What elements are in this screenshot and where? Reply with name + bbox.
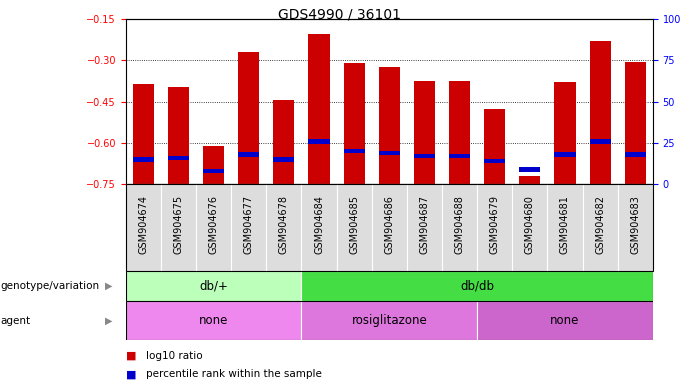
Text: GSM904675: GSM904675 <box>173 195 184 254</box>
Bar <box>126 184 161 271</box>
Bar <box>273 157 294 162</box>
Text: rosiglitazone: rosiglitazone <box>352 314 427 327</box>
Bar <box>309 34 330 184</box>
Text: GSM904674: GSM904674 <box>138 195 148 254</box>
Bar <box>617 184 653 271</box>
Bar <box>133 84 154 184</box>
Bar <box>449 81 470 184</box>
Bar <box>372 184 407 271</box>
Text: ■: ■ <box>126 351 136 361</box>
Bar <box>414 81 435 184</box>
Text: GSM904686: GSM904686 <box>384 195 394 253</box>
Text: GSM904687: GSM904687 <box>420 195 430 254</box>
Text: GSM904683: GSM904683 <box>630 195 641 253</box>
Bar <box>301 271 653 301</box>
Bar <box>625 152 646 157</box>
Text: ■: ■ <box>126 369 136 379</box>
Bar <box>343 63 364 184</box>
Text: GSM904677: GSM904677 <box>243 195 254 254</box>
Bar <box>301 301 477 340</box>
Bar <box>590 41 611 184</box>
Bar <box>379 67 400 184</box>
Bar <box>126 301 301 340</box>
Bar <box>337 184 372 271</box>
Text: GSM904682: GSM904682 <box>595 195 605 254</box>
Text: none: none <box>550 314 579 327</box>
Text: log10 ratio: log10 ratio <box>146 351 203 361</box>
Bar <box>161 184 196 271</box>
Bar <box>203 146 224 184</box>
Text: GSM904685: GSM904685 <box>349 195 359 254</box>
Bar <box>301 184 337 271</box>
Text: GSM904680: GSM904680 <box>525 195 535 253</box>
Text: db/db: db/db <box>460 280 494 293</box>
Text: ▶: ▶ <box>105 281 113 291</box>
Bar <box>203 169 224 173</box>
Text: GDS4990 / 36101: GDS4990 / 36101 <box>279 8 401 22</box>
Bar <box>379 151 400 155</box>
Text: GSM904688: GSM904688 <box>454 195 464 253</box>
Bar <box>484 109 505 184</box>
Bar <box>126 271 301 301</box>
Bar <box>196 184 231 271</box>
Bar <box>168 156 189 160</box>
Bar <box>547 184 583 271</box>
Bar <box>590 139 611 144</box>
Bar <box>168 87 189 184</box>
Bar <box>554 83 575 184</box>
Bar <box>583 184 617 271</box>
Bar <box>512 184 547 271</box>
Bar <box>343 149 364 154</box>
Bar <box>414 154 435 159</box>
Bar <box>309 139 330 144</box>
Bar <box>554 152 575 157</box>
Text: GSM904678: GSM904678 <box>279 195 289 254</box>
Text: GSM904684: GSM904684 <box>314 195 324 253</box>
Bar <box>407 184 442 271</box>
Bar <box>238 52 259 184</box>
Text: GSM904679: GSM904679 <box>490 195 500 254</box>
Text: ▶: ▶ <box>105 316 113 326</box>
Text: GSM904676: GSM904676 <box>209 195 219 254</box>
Text: none: none <box>199 314 228 327</box>
Bar <box>484 159 505 164</box>
Text: GSM904681: GSM904681 <box>560 195 570 253</box>
Bar <box>267 184 301 271</box>
Bar <box>442 184 477 271</box>
Bar <box>625 62 646 184</box>
Bar <box>520 176 541 184</box>
Bar <box>133 157 154 162</box>
Text: genotype/variation: genotype/variation <box>1 281 100 291</box>
Bar <box>273 100 294 184</box>
Bar <box>449 154 470 159</box>
Bar <box>238 152 259 157</box>
Bar <box>477 184 512 271</box>
Text: percentile rank within the sample: percentile rank within the sample <box>146 369 322 379</box>
Bar <box>520 167 541 172</box>
Bar <box>231 184 267 271</box>
Text: agent: agent <box>1 316 31 326</box>
Bar <box>477 301 653 340</box>
Text: db/+: db/+ <box>199 280 228 293</box>
